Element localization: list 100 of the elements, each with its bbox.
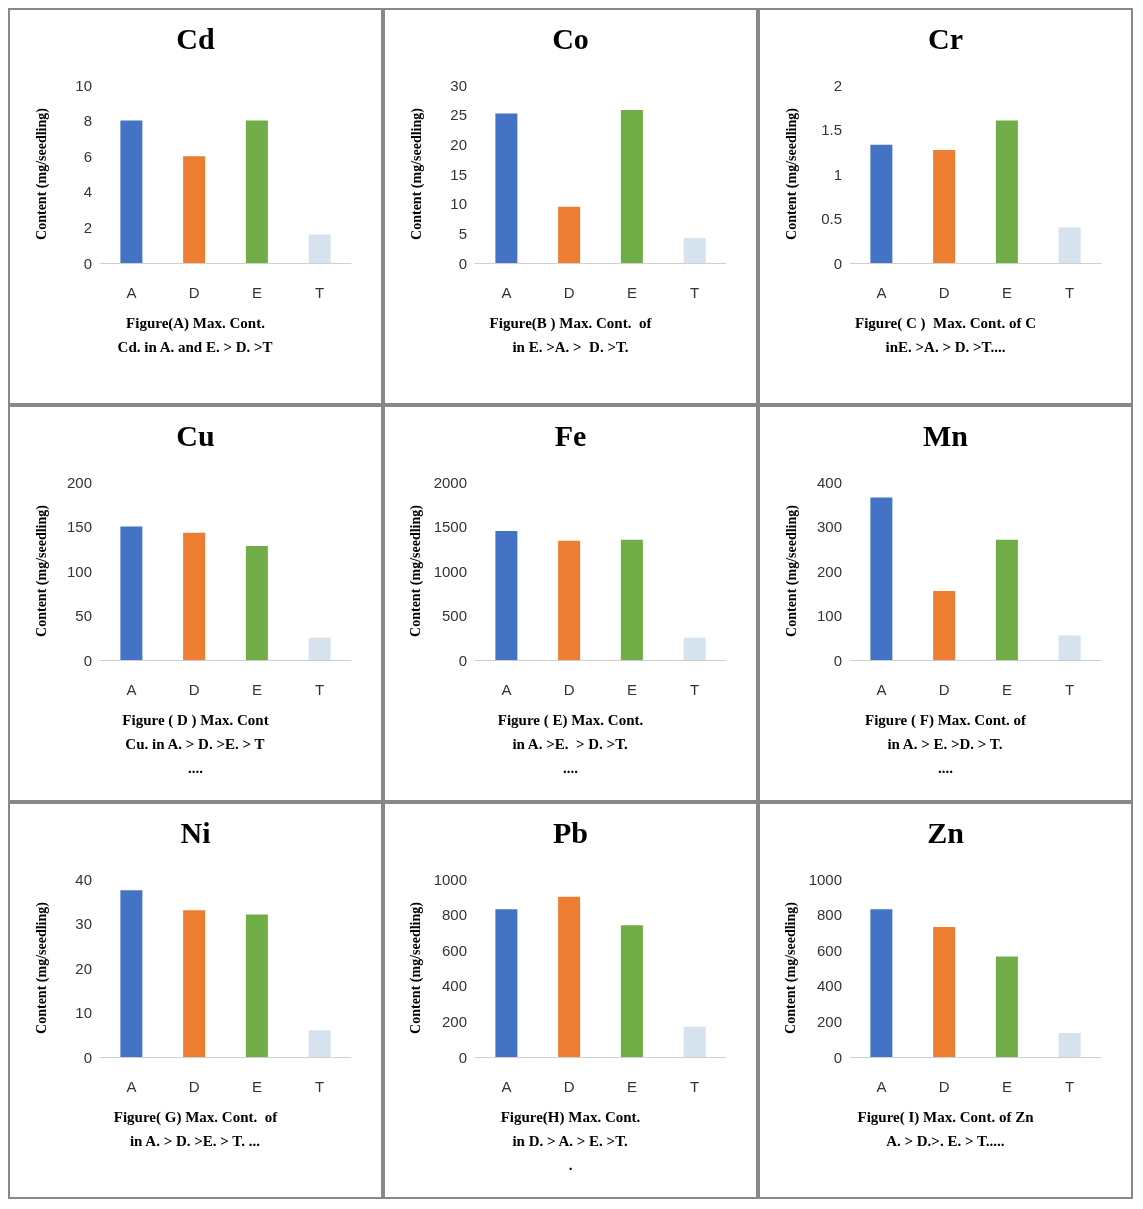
y-axis-title: Content (mg/seedling) [33, 901, 50, 1034]
y-tick-label: 2 [833, 76, 842, 94]
bar [1058, 1032, 1081, 1057]
text: Figure( I) Max. Cont. of Zn [857, 1108, 1035, 1126]
text: in E. >A. > D. >T. [512, 338, 629, 355]
x-tick-label: E [626, 1078, 637, 1095]
text: inE. >A. > D. >T.... [885, 338, 1006, 355]
bar [683, 1026, 706, 1057]
x-tick-label: T [315, 681, 325, 698]
y-tick-label: 20 [75, 959, 92, 977]
text: Figure(H) Max. Cont. [500, 1108, 641, 1126]
y-tick-label: 10 [75, 76, 92, 94]
y-tick-label: 200 [66, 473, 92, 491]
text: Figure( C ) Max. Cont. of C [855, 314, 1036, 332]
x-tick-label: A [876, 1078, 887, 1095]
x-tick-label: D [188, 681, 200, 698]
bar [558, 896, 581, 1057]
y-tick-label: 1000 [433, 562, 467, 580]
chart-title: Pb [552, 815, 589, 849]
x-tick-label: E [626, 284, 637, 301]
y-tick-label: 15 [450, 165, 467, 183]
y-axis-title: Content (mg/seedling) [783, 901, 800, 1034]
y-tick-label: 1 [833, 165, 842, 183]
chart-title: Zn [927, 815, 965, 849]
x-tick-label: D [938, 681, 950, 698]
y-tick-label: 10 [450, 195, 467, 213]
bar [933, 591, 956, 660]
x-tick-label: A [126, 1078, 137, 1095]
bar [495, 530, 518, 660]
y-tick-label: 2 [83, 218, 92, 236]
bar [683, 238, 706, 263]
x-tick-label: A [876, 681, 887, 698]
y-tick-label: 400 [816, 977, 842, 995]
x-tick-label: E [626, 681, 637, 698]
x-tick-label: T [1065, 681, 1075, 698]
y-tick-label: 200 [816, 1012, 842, 1030]
text: in A. > E. >D. > T. [887, 735, 1003, 752]
y-tick-label: 400 [816, 473, 842, 491]
y-tick-label: 30 [450, 76, 467, 94]
chart-title: Fe [554, 418, 587, 452]
x-tick-label: T [690, 1078, 700, 1095]
y-tick-label: 200 [816, 562, 842, 580]
y-tick-label: 0 [458, 254, 467, 272]
text: in D. > A. > E. >T. [512, 1132, 629, 1149]
text: Figure ( E) Max. Cont. [497, 711, 644, 729]
text: A. > D.>. E. > T..... [886, 1132, 1005, 1149]
bar [933, 149, 956, 263]
x-tick-label: A [876, 284, 887, 301]
y-tick-label: 2000 [433, 473, 467, 491]
x-tick-label: D [938, 284, 950, 301]
bar [870, 909, 893, 1057]
text: .... [188, 759, 204, 776]
y-tick-label: 1.5 [821, 121, 842, 138]
bar [120, 890, 143, 1057]
y-tick-label: 4 [83, 183, 92, 201]
chart-title: Cd [176, 21, 215, 55]
y-axis-title: Content (mg/seedling) [783, 504, 800, 637]
x-tick-label: D [563, 284, 575, 301]
y-tick-label: 1500 [433, 518, 467, 535]
bar [120, 526, 143, 660]
x-tick-label: A [501, 1078, 512, 1095]
y-tick-label: 30 [75, 915, 92, 932]
x-tick-label: E [251, 284, 262, 301]
text: .... [563, 759, 579, 776]
y-tick-label: 0 [83, 651, 92, 669]
bar [183, 910, 206, 1057]
y-axis-title: Content (mg/seedling) [33, 107, 50, 240]
bar [995, 120, 1018, 263]
x-tick-label: T [1065, 284, 1075, 301]
x-tick-label: E [251, 681, 262, 698]
x-tick-label: D [938, 1078, 950, 1095]
x-tick-label: E [1001, 284, 1012, 301]
chart-title: Co [552, 21, 589, 55]
bar [495, 909, 518, 1057]
y-tick-label: 600 [816, 941, 842, 959]
bar [620, 539, 643, 660]
bar [183, 156, 206, 263]
y-tick-label: 0 [458, 1048, 467, 1066]
bar [308, 637, 331, 660]
y-tick-label: 5 [458, 224, 467, 242]
y-tick-label: 40 [75, 870, 92, 888]
text: in A. > D. >E. > T. ... [129, 1132, 261, 1149]
y-tick-label: 0 [833, 1048, 842, 1066]
bar [308, 1030, 331, 1057]
x-tick-label: A [126, 284, 137, 301]
y-tick-label: 20 [450, 135, 467, 153]
bar [558, 540, 581, 660]
chart-title: Cu [176, 418, 215, 452]
x-tick-label: D [188, 1078, 200, 1095]
x-tick-label: T [690, 284, 700, 301]
text: Figure( G) Max. Cont. of [113, 1108, 279, 1126]
x-tick-label: T [315, 1078, 325, 1095]
bar [308, 234, 331, 263]
y-axis-title: Content (mg/seedling) [408, 901, 425, 1034]
y-tick-label: 600 [441, 941, 467, 959]
text: Figure(A) Max. Cont. [126, 314, 266, 332]
chart-title: Ni [180, 815, 211, 849]
y-tick-label: 0 [83, 254, 92, 272]
bar [495, 113, 518, 263]
y-tick-label: 500 [441, 607, 467, 624]
